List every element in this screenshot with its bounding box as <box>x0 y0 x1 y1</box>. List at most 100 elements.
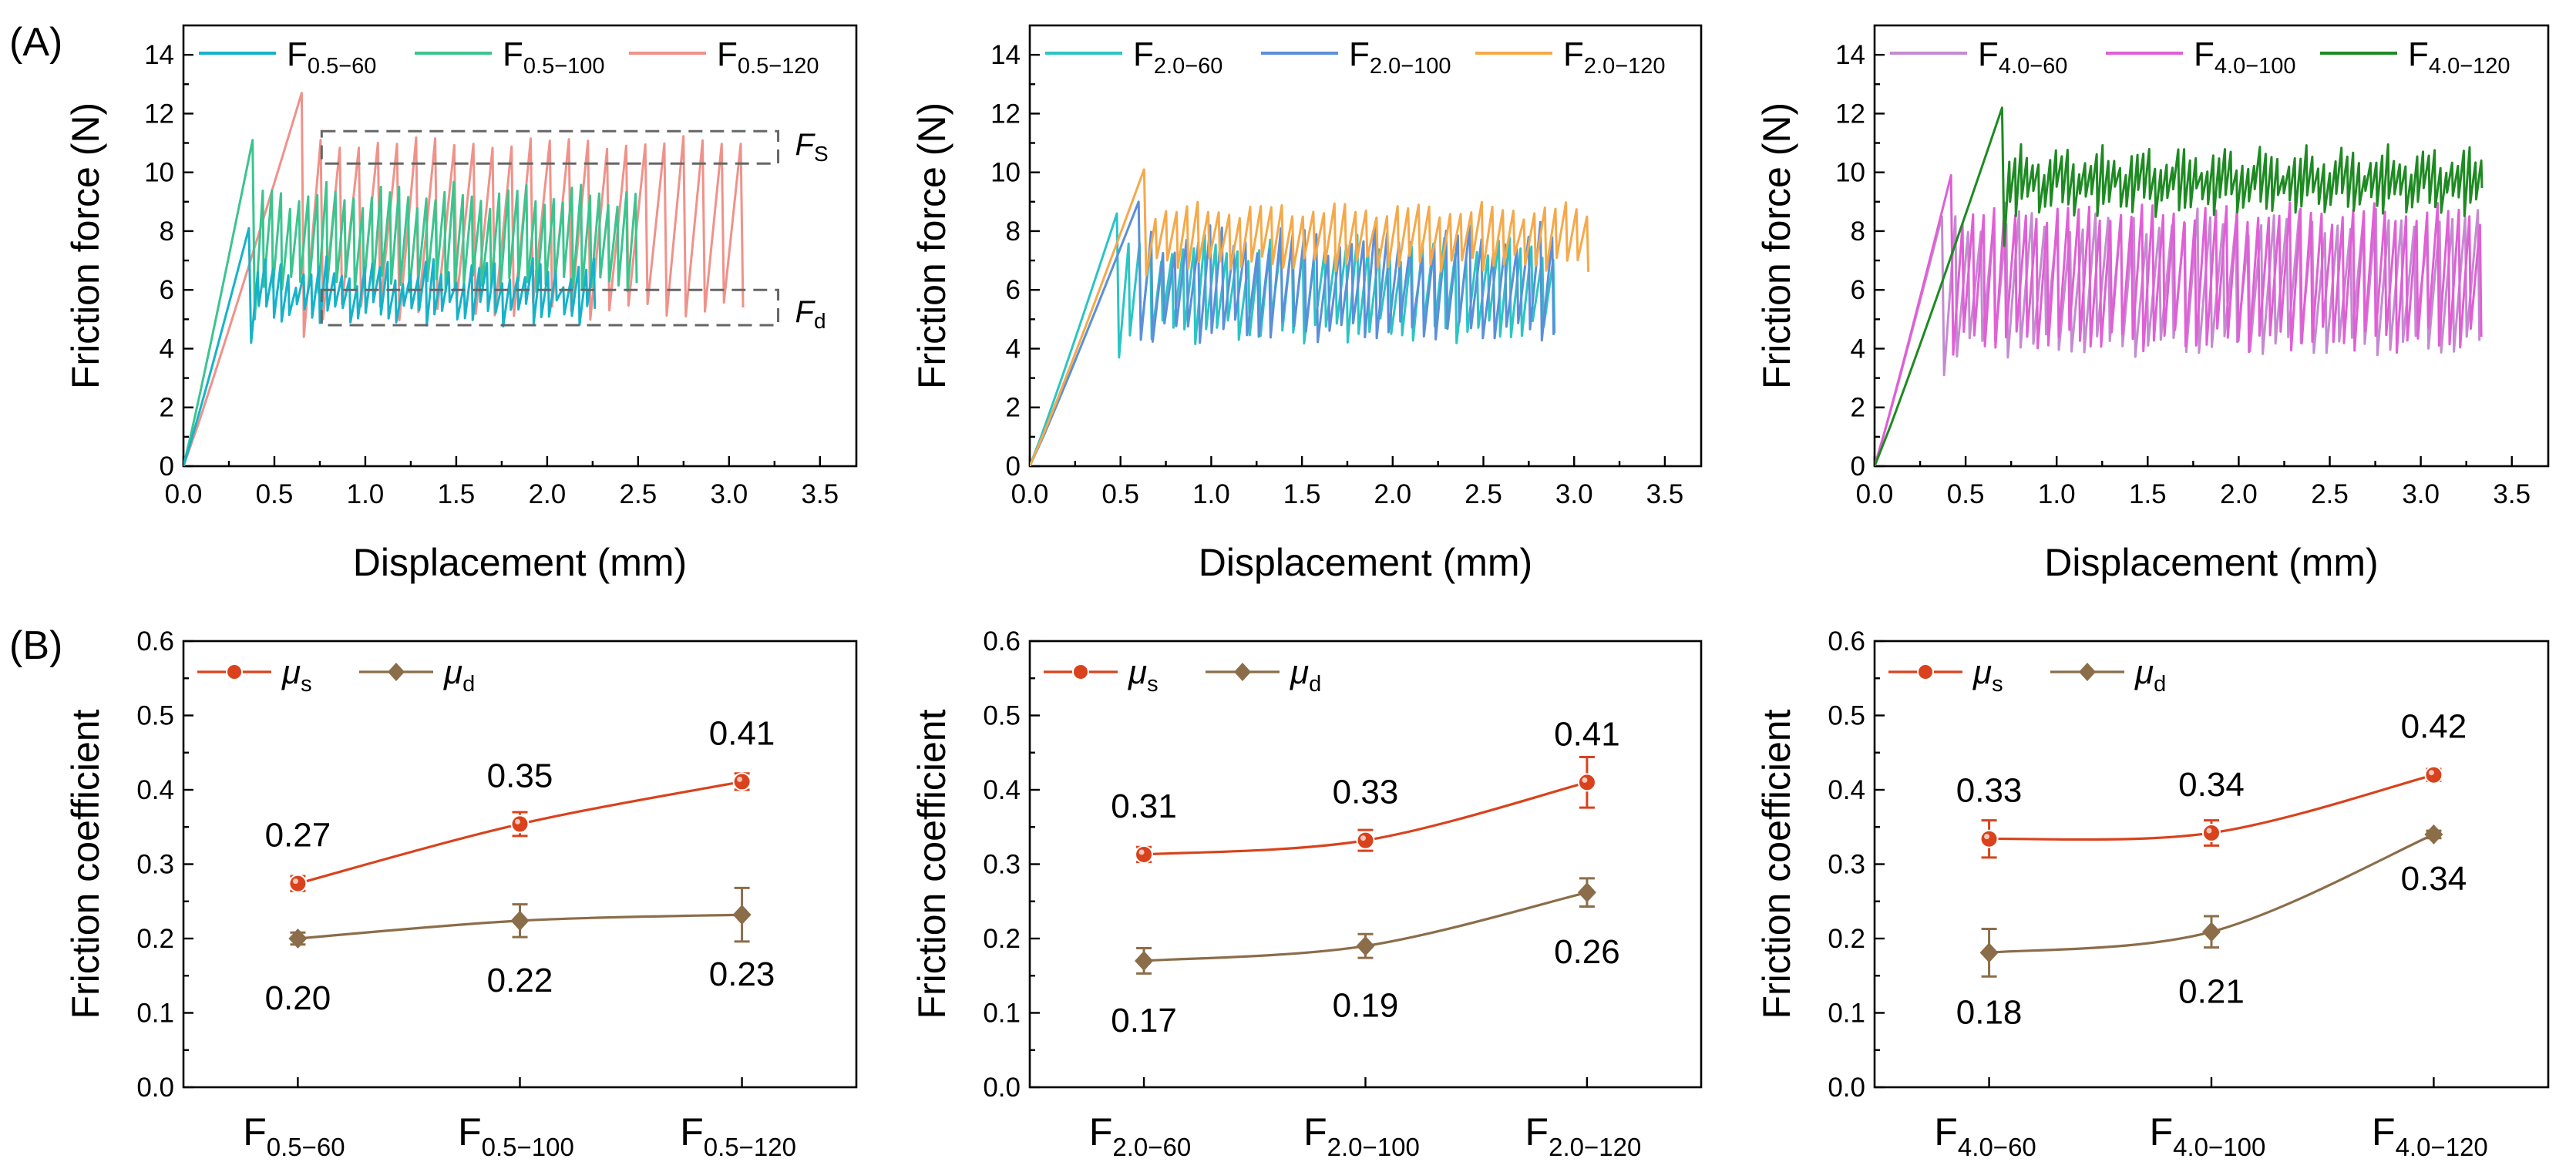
fs-bracket-box <box>320 129 780 165</box>
y-tick-label: 8 <box>160 217 174 247</box>
data-label-d: 0.17 <box>1111 1002 1177 1039</box>
data-label-s: 0.41 <box>709 714 775 752</box>
plot-frame <box>1028 24 1703 468</box>
x-tick-label: 0.5 <box>256 479 294 509</box>
y-axis-title: Friction coefficient <box>1755 709 1798 1019</box>
category-label: F0.5−60 <box>243 1110 345 1161</box>
y-tick-label: 0.4 <box>983 775 1021 805</box>
y-tick-label: 0 <box>160 452 174 482</box>
data-label-d: 0.20 <box>265 979 331 1017</box>
legend-marker-d <box>2079 663 2096 681</box>
trace-2.0−120 <box>1030 168 1590 466</box>
y-tick-label: 6 <box>1006 275 1021 305</box>
legend-entry-d: μd <box>2134 653 2166 697</box>
trace-0.5−100 <box>183 139 638 466</box>
y-tick-label: 0.6 <box>136 626 174 657</box>
category-label: F2.0−60 <box>1089 1110 1191 1161</box>
point-marker-d <box>1135 950 1154 971</box>
legend-entry-4.0−60: F4.0−60 <box>1978 35 2067 79</box>
legend-entry-s: μs <box>281 653 312 697</box>
y-tick-label: 0.4 <box>136 775 174 805</box>
data-label-s: 0.33 <box>1956 772 2023 810</box>
y-tick-label: 0.2 <box>983 924 1021 954</box>
point-marker-s <box>1577 773 1596 792</box>
y-tick-label: 6 <box>1851 275 1865 305</box>
data-label-s: 0.35 <box>487 757 553 794</box>
plot-frame <box>1873 24 2550 468</box>
force-chart-A1: 0 2 4 6 8 10 12 14 Friction force (N) 0.0 0.5 1.0 1.… <box>64 24 858 584</box>
point-marker-d <box>732 905 752 925</box>
data-label-d: 0.23 <box>709 955 775 993</box>
plot-frame <box>182 640 858 1089</box>
y-tick-label: 10 <box>1835 158 1865 188</box>
point-highlight <box>1360 835 1366 841</box>
category-label: F4.0−120 <box>2372 1110 2488 1161</box>
point-marker-s <box>2202 823 2221 842</box>
x-tick-label: 3.0 <box>2402 479 2440 509</box>
point-highlight <box>737 776 743 782</box>
data-label-d: 0.22 <box>487 962 553 999</box>
x-tick-label: 3.0 <box>1555 479 1593 509</box>
legend-entry-2.0−60: F2.0−60 <box>1133 35 1222 79</box>
legend-entry-s: μs <box>1972 653 2003 697</box>
y-tick-label: 2 <box>1006 393 1021 423</box>
legend-entry-0.5−100: F0.5−100 <box>503 35 605 79</box>
legend-marker-s <box>226 663 243 680</box>
y-tick-label: 2 <box>1851 393 1865 423</box>
point-highlight <box>2428 770 2434 776</box>
point-marker-s <box>510 814 530 834</box>
point-marker-s <box>1356 831 1375 850</box>
y-tick-label: 14 <box>990 40 1021 70</box>
data-label-s: 0.31 <box>1111 787 1177 825</box>
category-label: F4.0−100 <box>2150 1110 2266 1161</box>
x-tick-label: 0.5 <box>1947 479 1985 509</box>
y-tick-label: 0.1 <box>983 999 1021 1029</box>
point-marker-s <box>732 772 752 791</box>
y-tick-label: 0.3 <box>1828 850 1865 880</box>
x-tick-label: 1.5 <box>1283 479 1321 509</box>
x-axis-title: Displacement (mm) <box>353 541 687 584</box>
fd-annotation: Fd <box>795 295 826 333</box>
point-highlight <box>515 818 520 824</box>
panel-label-b: (B) <box>9 623 62 668</box>
x-tick-label: 0.0 <box>1011 479 1049 509</box>
point-marker-d <box>2202 922 2221 942</box>
y-tick-label: 12 <box>990 99 1021 129</box>
coefficient-chart-B2: 0.0 0.1 0.2 0.3 0.4 0.5 0.6 Friction coefficien… <box>910 626 1703 1161</box>
y-tick-label: 10 <box>990 158 1021 188</box>
category-label: F2.0−120 <box>1525 1110 1642 1161</box>
y-tick-label: 0.3 <box>136 850 174 880</box>
legend-marker-d <box>1234 663 1251 681</box>
point-marker-s <box>288 874 308 893</box>
x-tick-label: 0.0 <box>1856 479 1894 509</box>
legend-entry-4.0−120: F4.0−120 <box>2408 35 2510 79</box>
y-axis-title: Friction force (N) <box>1755 102 1798 389</box>
legend-marker-s <box>1072 663 1089 680</box>
y-tick-label: 14 <box>144 40 174 70</box>
x-tick-label: 0.0 <box>165 479 203 509</box>
point-highlight <box>1582 777 1588 783</box>
data-label-s: 0.27 <box>265 817 331 855</box>
x-tick-label: 2.5 <box>620 479 657 509</box>
y-tick-label: 0.4 <box>1828 775 1865 805</box>
category-label: F0.5−100 <box>458 1110 574 1161</box>
y-tick-label: 8 <box>1006 217 1021 247</box>
data-label-s: 0.34 <box>2178 766 2245 804</box>
x-tick-label: 2.0 <box>529 479 567 509</box>
x-tick-label: 1.0 <box>347 479 385 509</box>
fd-bracket-box <box>320 288 780 327</box>
y-tick-label: 0.0 <box>983 1073 1021 1103</box>
y-tick-label: 0 <box>1851 452 1865 482</box>
category-label: F4.0−60 <box>1934 1110 2036 1161</box>
y-tick-label: 8 <box>1851 217 1865 247</box>
data-label-d: 0.19 <box>1333 987 1399 1025</box>
plot-frame <box>182 24 858 468</box>
point-marker-d <box>510 910 530 931</box>
data-label-d: 0.18 <box>1956 993 2023 1031</box>
x-tick-label: 2.0 <box>1374 479 1411 509</box>
x-tick-label: 1.5 <box>438 479 476 509</box>
charts-layer: 0 2 4 6 8 10 12 14 Friction force (N) 0.0 0.5 1.0 1.… <box>64 24 2550 1161</box>
legend-entry-0.5−60: F0.5−60 <box>287 35 376 79</box>
trace-4.0−60 <box>1875 207 2481 466</box>
data-label-s: 0.42 <box>2401 708 2467 746</box>
